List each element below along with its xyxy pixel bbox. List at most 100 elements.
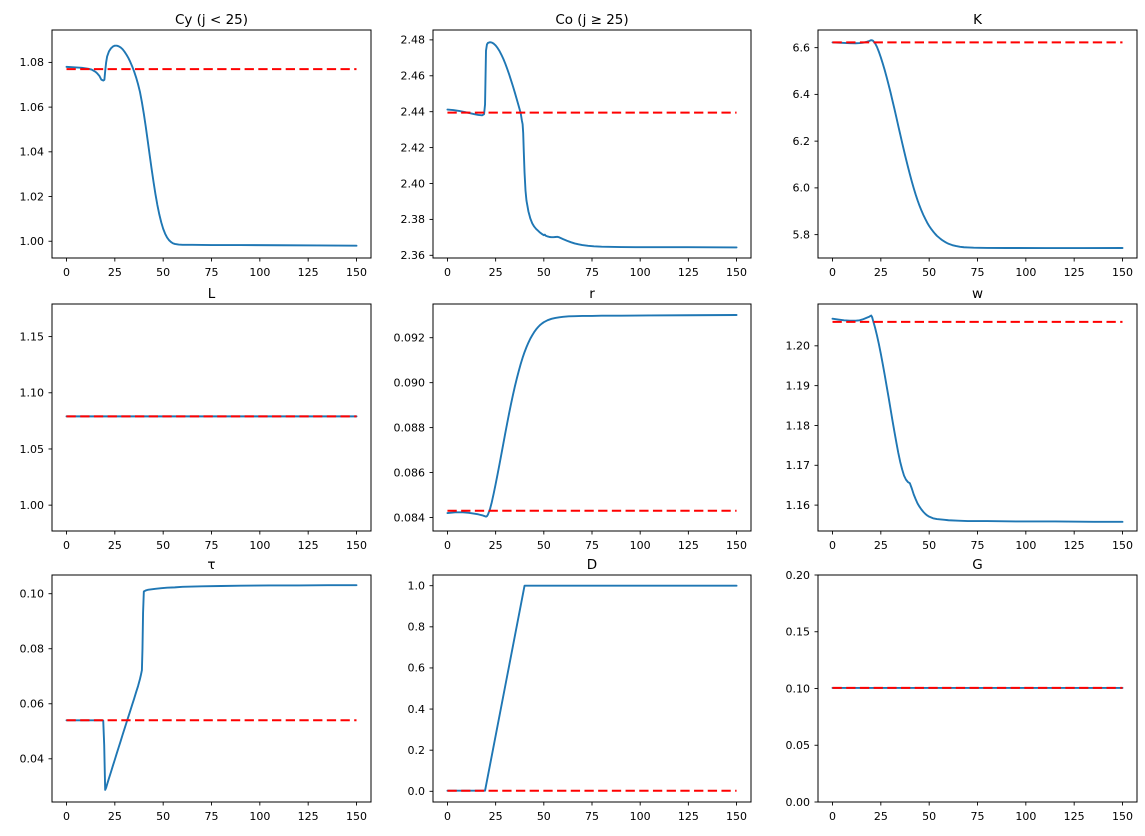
y-tick-label: 2.38 <box>401 213 426 226</box>
axes-frame <box>432 303 752 532</box>
x-tick-label: 75 <box>971 539 985 552</box>
subplot-title: Co (j ≥ 25) <box>555 12 628 28</box>
x-tick-label: 125 <box>678 810 699 823</box>
y-tick-label: 0.20 <box>786 569 811 582</box>
axes-frame <box>817 29 1138 259</box>
y-tick-label: 0.090 <box>394 376 426 389</box>
x-tick-label: 25 <box>489 266 503 279</box>
y-tick-label: 1.02 <box>20 190 45 203</box>
y-tick-label: 0.10 <box>20 588 45 601</box>
x-tick-label: 25 <box>874 810 888 823</box>
series-line <box>65 44 358 247</box>
x-tick-label: 25 <box>874 539 888 552</box>
y-tick-label: 2.36 <box>401 249 426 262</box>
axes-frame <box>51 303 372 532</box>
y-tick-label: 1.19 <box>786 379 811 392</box>
series-line <box>831 314 1124 523</box>
x-tick-label: 25 <box>489 810 503 823</box>
x-tick-label: 0 <box>829 539 836 552</box>
x-tick-label: 150 <box>726 539 747 552</box>
y-tick-label: 1.10 <box>20 387 45 400</box>
y-tick-label: 0.04 <box>20 753 45 766</box>
subplot-l: 1.00 1.05 1.10 1.15 0 25 50 75 100 125 150 L <box>20 286 372 552</box>
y-tick-label: 6.0 <box>793 182 811 195</box>
x-tick-label: 50 <box>922 810 936 823</box>
subplot-title: w <box>972 286 983 302</box>
subplot-d: 0.0 0.2 0.4 0.6 0.8 1.0 0 25 50 75 100 125 150 D <box>408 557 752 823</box>
y-tick-label: 5.8 <box>793 228 811 241</box>
x-tick-label: 0 <box>63 810 70 823</box>
x-tick-label: 125 <box>1064 266 1085 279</box>
y-tick-label: 1.0 <box>408 579 426 592</box>
y-tick-label: 0.8 <box>408 621 426 634</box>
x-tick-label: 50 <box>922 539 936 552</box>
x-tick-label: 150 <box>1112 810 1133 823</box>
y-tick-label: 2.40 <box>401 177 426 190</box>
subplot-r: 0.084 0.086 0.088 0.090 0.092 0 25 50 75 100 125 15… <box>394 286 752 552</box>
y-tick-label: 2.44 <box>401 105 426 118</box>
y-tick-label: 0.084 <box>394 511 426 524</box>
y-tick-label: 6.4 <box>793 88 811 101</box>
x-tick-label: 50 <box>537 266 551 279</box>
x-tick-label: 75 <box>205 539 219 552</box>
x-tick-label: 100 <box>249 266 270 279</box>
y-tick-label: 1.04 <box>20 146 45 159</box>
y-tick-label: 0.088 <box>394 421 426 434</box>
y-tick-label: 2.46 <box>401 70 426 83</box>
y-tick-label: 0.0 <box>408 785 426 798</box>
axes-frame <box>51 574 372 803</box>
series-line <box>831 39 1124 249</box>
axes-frame <box>432 574 752 803</box>
axes-frame <box>817 303 1138 532</box>
x-tick-label: 125 <box>678 266 699 279</box>
y-tick-label: 0.4 <box>408 703 426 716</box>
y-tick-label: 1.15 <box>20 330 45 343</box>
x-tick-label: 50 <box>537 810 551 823</box>
subplot-title: r <box>589 286 595 302</box>
y-tick-label: 0.6 <box>408 662 426 675</box>
subplot-cy: 1.00 1.02 1.04 1.06 1.08 0 25 50 75 100 125 150 Cy (… <box>20 12 372 279</box>
x-tick-label: 100 <box>1015 266 1036 279</box>
x-tick-label: 150 <box>1112 539 1133 552</box>
x-tick-label: 100 <box>1015 539 1036 552</box>
series-line <box>446 314 738 518</box>
x-tick-label: 100 <box>630 810 651 823</box>
x-tick-label: 0 <box>829 266 836 279</box>
series-line <box>446 584 738 792</box>
y-tick-label: 0.15 <box>786 626 811 639</box>
y-tick-label: 0.05 <box>786 739 811 752</box>
y-tick-label: 0.092 <box>394 332 426 345</box>
x-tick-label: 125 <box>298 539 319 552</box>
subplot-tau: 0.04 0.06 0.08 0.10 0 25 50 75 100 125 150 τ <box>20 557 372 823</box>
x-tick-label: 0 <box>63 266 70 279</box>
y-tick-label: 1.00 <box>20 235 45 248</box>
subplot-g: 0.00 0.05 0.10 0.15 0.20 0 25 50 75 100 125 150 G <box>786 557 1138 823</box>
y-tick-label: 1.06 <box>20 101 45 114</box>
subplot-title: L <box>208 286 216 302</box>
x-tick-label: 125 <box>678 539 699 552</box>
subplot-title: K <box>973 12 983 28</box>
x-tick-label: 75 <box>585 266 599 279</box>
y-tick-label: 1.16 <box>786 499 811 512</box>
x-tick-label: 50 <box>922 266 936 279</box>
x-tick-label: 75 <box>971 810 985 823</box>
subplot-k: 5.8 6.0 6.2 6.4 6.6 0 25 50 75 100 125 150 K <box>793 12 1138 279</box>
y-tick-label: 1.08 <box>20 56 45 69</box>
x-tick-label: 0 <box>444 810 451 823</box>
series-line <box>65 584 358 791</box>
x-tick-label: 75 <box>971 266 985 279</box>
series-line <box>446 41 738 249</box>
x-tick-label: 125 <box>1064 539 1085 552</box>
x-tick-label: 75 <box>205 266 219 279</box>
y-tick-label: 1.05 <box>20 443 45 456</box>
x-tick-label: 25 <box>108 266 122 279</box>
y-tick-label: 2.48 <box>401 34 426 47</box>
x-tick-label: 150 <box>346 810 367 823</box>
subplot-co: 2.36 2.38 2.40 2.42 2.44 2.46 2.48 0 25 50 75 100 12… <box>401 12 752 279</box>
x-tick-label: 50 <box>156 266 170 279</box>
y-tick-label: 0.10 <box>786 682 811 695</box>
y-tick-label: 6.6 <box>793 41 811 54</box>
y-tick-label: 6.2 <box>793 135 811 148</box>
